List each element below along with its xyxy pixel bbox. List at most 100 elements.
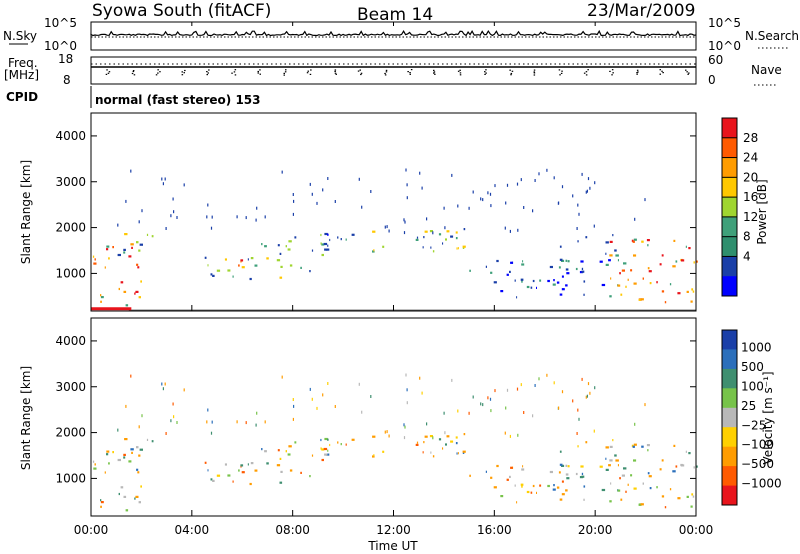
xtick-label: 00:00 [74, 523, 109, 537]
velocity-cell [686, 495, 689, 498]
velocity-cell [605, 457, 607, 460]
power-cell [553, 176, 555, 180]
power-cell [609, 240, 613, 243]
freq-dot [636, 69, 639, 71]
power-cell [490, 204, 492, 208]
velocity-cell [614, 454, 617, 457]
velocity-cell [337, 441, 339, 444]
colorbar-swatch [722, 118, 737, 139]
freq-dot [155, 74, 158, 76]
nsky-label: N.Sky [3, 29, 37, 43]
velocity-cell [94, 463, 96, 466]
freq-dot [184, 69, 186, 72]
power-cell [176, 216, 178, 219]
velocity-cell [170, 419, 172, 423]
power-cell [276, 259, 281, 262]
freq-dot [234, 74, 237, 76]
power-cell [329, 238, 331, 242]
power-cell [322, 188, 324, 192]
velocity-cell [422, 451, 424, 454]
velocity-cell [609, 459, 613, 462]
freq-dot [510, 72, 513, 75]
velocity-cell [289, 469, 293, 472]
power-cell [526, 285, 530, 289]
freq-dot [560, 72, 563, 74]
power-cell [325, 248, 330, 251]
velocity-cell [625, 490, 627, 493]
power-cell [642, 277, 644, 280]
power-cell [561, 185, 564, 189]
velocity-cell [136, 468, 139, 471]
velocity-cell [532, 414, 534, 418]
power-cell [405, 168, 407, 172]
velocity-cell [692, 495, 695, 498]
freq-dot [231, 72, 233, 74]
power-cell [443, 206, 445, 210]
velocity-cell [216, 474, 221, 477]
power-cell [279, 276, 283, 279]
velocity-cell [372, 435, 376, 438]
power-cell [632, 240, 635, 243]
power-cell [247, 258, 249, 261]
freq-dot [307, 70, 309, 72]
velocity-cell [594, 386, 596, 390]
velocity-cell [292, 417, 294, 421]
velocity-cell [92, 460, 95, 463]
velocity-cell [316, 406, 318, 410]
velocity-cell [577, 408, 579, 412]
power-cell [442, 242, 444, 245]
velocity-cell [423, 441, 425, 444]
power-cell [625, 285, 627, 288]
power-cell [575, 267, 578, 271]
power-cell [311, 249, 314, 252]
velocity-cell [565, 464, 568, 467]
velocity-cell [619, 477, 621, 480]
power-cell [382, 245, 385, 248]
freq-dot [359, 69, 361, 71]
xtick-label: 16:00 [477, 523, 512, 537]
power-cell [165, 227, 167, 230]
velocity-cell [176, 421, 178, 424]
power-cell [285, 245, 287, 248]
power-cell [633, 254, 637, 257]
colorbar-label: 4 [743, 249, 751, 263]
power-cell [106, 245, 110, 248]
freq-dot [360, 73, 362, 76]
power-cell [430, 246, 432, 249]
power-cell [556, 281, 560, 284]
nave-top-tick: 60 [708, 53, 723, 67]
velocity-cell [630, 474, 633, 477]
power-cell [255, 218, 257, 222]
power-cell [161, 177, 163, 181]
power-cell [372, 250, 375, 253]
colorbar-label: 16 [743, 190, 758, 204]
power-cell [130, 169, 132, 173]
velocity-cell [206, 420, 208, 424]
power-cell [445, 238, 447, 241]
power-cell [480, 197, 482, 201]
velocity-cell [300, 471, 302, 474]
power-cell [232, 275, 234, 278]
velocity-cell [516, 501, 518, 504]
velocity-cell [539, 484, 542, 487]
freq-dot [533, 71, 535, 73]
velocity-cell [675, 465, 678, 468]
power-cell [279, 252, 282, 255]
velocity-cell [104, 471, 106, 474]
velocity-cell [325, 453, 330, 456]
velocity-cell [444, 431, 446, 435]
power-cell [287, 248, 291, 251]
velocity-cell [576, 432, 578, 435]
colorbar-swatch [722, 427, 737, 448]
colorbar-swatch [722, 349, 737, 370]
freq-dot [561, 70, 563, 72]
velocity-cell [432, 436, 434, 440]
power-cell [212, 274, 215, 277]
freq-dot [433, 72, 435, 74]
velocity-cell [250, 462, 254, 465]
power-cell [514, 279, 516, 282]
ytick-label: 4000 [55, 334, 86, 348]
power-cell [135, 290, 139, 293]
freq-dot [106, 69, 108, 71]
